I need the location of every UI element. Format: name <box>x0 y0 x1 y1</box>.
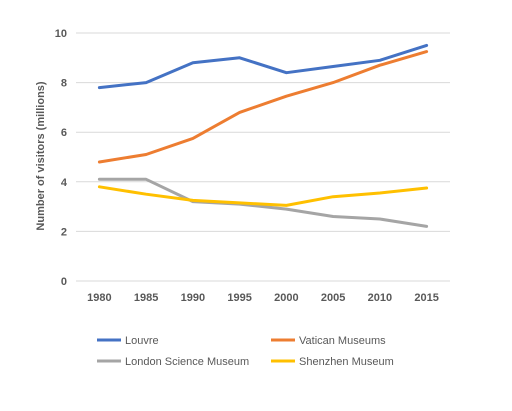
series-lines <box>99 45 426 226</box>
x-tick-label: 2010 <box>368 292 392 304</box>
x-tick-label: 1985 <box>134 292 158 304</box>
y-axis-ticks: 0 2 4 6 8 10 <box>55 28 68 288</box>
x-tick-label: 1995 <box>227 292 251 304</box>
legend-label: Shenzhen Museum <box>299 356 394 368</box>
x-tick-label: 2005 <box>321 292 345 304</box>
x-tick-label: 1990 <box>181 292 205 304</box>
x-tick-label: 2000 <box>274 292 298 304</box>
y-tick-label: 6 <box>61 127 67 139</box>
x-axis-ticks: 1980 1985 1990 1995 2000 2005 2010 2015 <box>87 292 439 304</box>
series-line-shenzhen-museum <box>99 187 426 206</box>
y-tick-label: 10 <box>55 28 67 40</box>
x-tick-label: 1980 <box>87 292 111 304</box>
y-tick-label: 2 <box>61 226 67 238</box>
legend: Louvre Vatican Museums London Science Muse… <box>97 335 394 368</box>
legend-label: Louvre <box>125 335 159 347</box>
series-line-vatican-museums <box>99 52 426 162</box>
legend-label: London Science Museum <box>125 356 249 368</box>
x-tick-label: 2015 <box>414 292 438 304</box>
y-axis-label: Number of visitors (millions) <box>35 81 47 230</box>
y-tick-label: 4 <box>61 177 68 189</box>
legend-label: Vatican Museums <box>299 335 386 347</box>
y-tick-label: 8 <box>61 78 67 90</box>
y-tick-label: 0 <box>61 276 67 288</box>
